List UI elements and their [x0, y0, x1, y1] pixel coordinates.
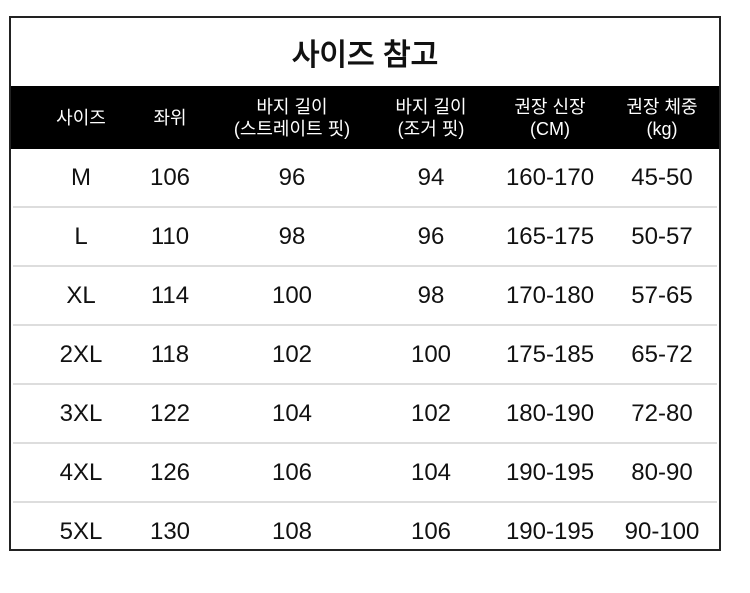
cell-length-jogger: 98 — [417, 281, 445, 309]
table-row: XL 114 100 98 170-180 57-65 — [13, 267, 717, 326]
header-length-jogger: 바지 길이 (조거 핏) — [395, 86, 466, 149]
cell-size: 3XL — [59, 399, 103, 427]
cell-weight: 57-65 — [631, 281, 693, 309]
cell-weight: 65-72 — [631, 340, 693, 368]
cell-weight: 80-90 — [631, 458, 693, 486]
table-row: 3XL 122 104 102 180-190 72-80 — [13, 385, 717, 444]
cell-weight: 45-50 — [631, 163, 693, 191]
cell-size: M — [71, 163, 91, 191]
cell-length-straight: 104 — [271, 399, 313, 427]
header-weight-line1: 권장 체중 — [626, 96, 698, 117]
cell-length-straight: 108 — [271, 517, 313, 545]
header-size-line1: 사이즈 — [56, 107, 106, 128]
cell-waist: 126 — [149, 458, 191, 486]
cell-length-straight: 98 — [278, 222, 306, 250]
header-length-jogger-line1: 바지 길이 — [395, 96, 467, 117]
cell-size: 4XL — [59, 458, 103, 486]
header-length-straight-line1: 바지 길이 — [256, 96, 328, 117]
cell-length-jogger: 96 — [417, 222, 445, 250]
cell-length-straight: 96 — [278, 163, 306, 191]
cell-height: 180-190 — [505, 399, 595, 427]
table-header: 사이즈 좌위 바지 길이 (스트레이트 핏) 바지 길이 (조거 핏) 권장 신장 (CM) 권… — [11, 86, 719, 149]
cell-waist: 122 — [149, 399, 191, 427]
table-row: L 110 98 96 165-175 50-57 — [13, 208, 717, 267]
table-body: M 106 96 94 160-170 45-50 L 110 98 96 165-175 50-57… — [11, 149, 719, 560]
cell-length-jogger: 100 — [410, 340, 452, 368]
cell-weight: 72-80 — [631, 399, 693, 427]
header-height-line1: 권장 신장 — [514, 96, 586, 117]
cell-waist: 114 — [150, 281, 190, 309]
header-height: 권장 신장 (CM) — [514, 86, 585, 149]
cell-length-straight: 100 — [271, 281, 313, 309]
cell-height: 190-195 — [505, 458, 595, 486]
cell-size: 5XL — [59, 517, 103, 545]
header-length-straight: 바지 길이 (스트레이트 핏) — [234, 86, 350, 149]
header-height-line2: (CM) — [530, 118, 570, 139]
cell-length-jogger: 102 — [410, 399, 452, 427]
cell-size: L — [74, 222, 88, 250]
cell-height: 160-170 — [505, 163, 595, 191]
header-weight-line2: (kg) — [646, 118, 678, 139]
header-size: 사이즈 — [56, 86, 106, 149]
cell-length-jogger: 94 — [417, 163, 445, 191]
cell-waist: 118 — [150, 340, 190, 368]
header-weight: 권장 체중 (kg) — [626, 86, 697, 149]
table-row: 2XL 118 102 100 175-185 65-72 — [13, 326, 717, 385]
cell-waist: 106 — [149, 163, 191, 191]
cell-length-straight: 102 — [271, 340, 313, 368]
table-row: M 106 96 94 160-170 45-50 — [13, 149, 717, 208]
table-row: 4XL 126 106 104 190-195 80-90 — [13, 444, 717, 503]
header-waist: 좌위 — [153, 86, 186, 149]
cell-length-straight: 106 — [271, 458, 313, 486]
size-chart: 사이즈 참고 사이즈 좌위 바지 길이 (스트레이트 핏) 바지 길이 (조거 핏) 권장 … — [9, 16, 721, 551]
cell-waist: 130 — [149, 517, 191, 545]
cell-height: 190-195 — [505, 517, 595, 545]
cell-height: 165-175 — [505, 222, 595, 250]
header-length-straight-line2: (스트레이트 핏) — [233, 118, 351, 139]
cell-size: 2XL — [59, 340, 103, 368]
header-waist-line1: 좌위 — [153, 107, 187, 128]
header-length-jogger-line2: (조거 핏) — [397, 118, 465, 139]
cell-length-jogger: 104 — [410, 458, 452, 486]
cell-size: XL — [66, 281, 96, 309]
cell-height: 175-185 — [505, 340, 595, 368]
cell-length-jogger: 106 — [410, 517, 452, 545]
cell-weight: 50-57 — [631, 222, 693, 250]
cell-weight: 90-100 — [624, 517, 700, 545]
chart-title: 사이즈 참고 — [291, 39, 439, 72]
cell-height: 170-180 — [505, 281, 595, 309]
cell-waist: 110 — [150, 222, 190, 250]
table-row: 5XL 130 108 106 190-195 90-100 — [13, 503, 717, 560]
